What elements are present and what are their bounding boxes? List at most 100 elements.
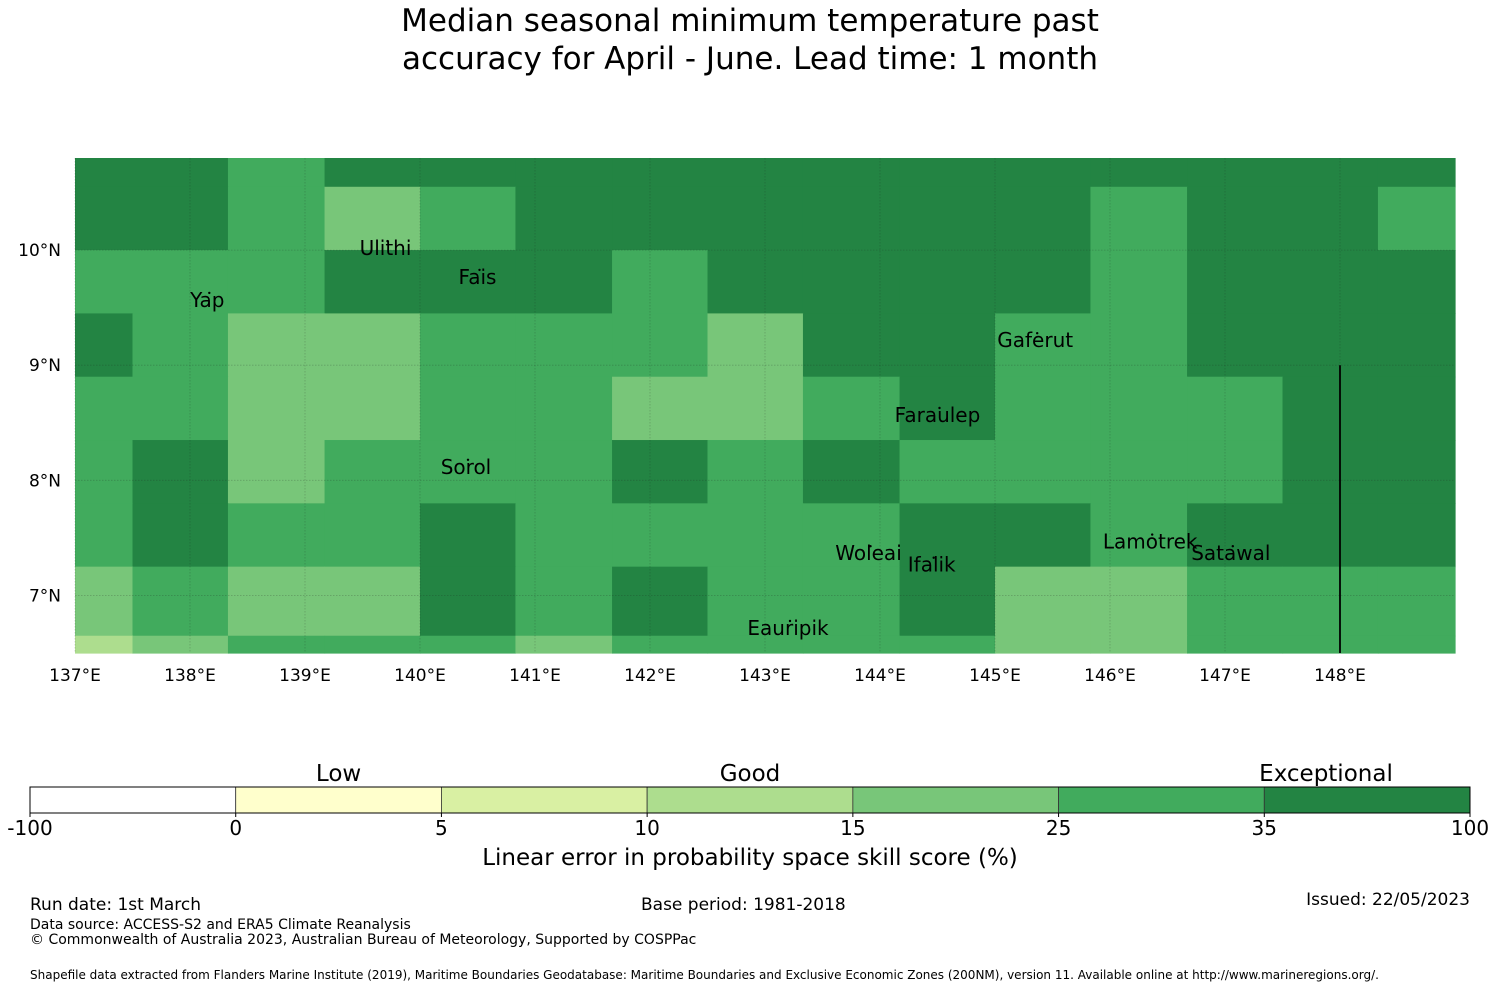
heatmap-cell	[802, 566, 901, 637]
heatmap-cell	[515, 158, 613, 188]
heatmap-cell	[995, 186, 1092, 251]
heatmap-cell	[802, 440, 901, 504]
heatmap-cell	[707, 186, 804, 251]
heatmap-cell	[707, 635, 804, 654]
heatmap-cell	[1090, 503, 1188, 568]
heatmap-cell	[995, 313, 1092, 378]
heatmap-cell	[75, 503, 134, 568]
colorbar-section-label: Exceptional	[1259, 761, 1393, 787]
place-label: Woleai	[835, 541, 902, 565]
heatmap-cell	[75, 440, 134, 504]
island-marker	[788, 619, 792, 623]
heatmap-cell	[1090, 313, 1188, 378]
heatmap-cell	[515, 635, 613, 654]
heatmap-cell	[75, 376, 134, 441]
heatmap-cell	[612, 503, 709, 568]
heatmap-cell	[802, 313, 901, 378]
place-label: Faraulep	[895, 403, 981, 427]
colorbar-tick-label: 5	[435, 816, 448, 840]
colorbar-section-label: Good	[720, 761, 781, 787]
place-label: Fais	[459, 265, 497, 289]
colorbar-bin	[29, 786, 237, 814]
base-period: Base period: 1981-2018	[641, 895, 846, 915]
heatmap-cell	[612, 566, 709, 637]
heatmap-cell	[707, 503, 804, 568]
heatmap-cell	[324, 158, 421, 188]
heatmap-cell	[324, 635, 421, 654]
heatmap-cell	[515, 440, 613, 504]
longitude-label: 146°E	[1084, 666, 1136, 686]
colorbar-tick-label: 35	[1252, 816, 1277, 840]
heatmap-cell	[132, 158, 229, 188]
island-marker	[1231, 545, 1235, 548]
colorbar-bin	[1263, 786, 1471, 814]
heatmap-cell	[612, 440, 709, 504]
heatmap-cell	[132, 440, 229, 504]
island-marker	[478, 268, 481, 272]
heatmap-cell	[420, 440, 517, 504]
heatmap-cell	[227, 376, 326, 441]
heatmap-cell	[802, 158, 901, 188]
latitude-label: 10°N	[18, 241, 61, 261]
longitude-label: 139°E	[279, 666, 331, 686]
place-label: Yap	[189, 288, 224, 312]
heatmap-cell	[1377, 376, 1456, 441]
heatmap-cell	[802, 186, 901, 251]
heatmap-cell	[1282, 158, 1379, 188]
heatmap-cell	[1282, 566, 1379, 637]
heatmap-cell	[132, 566, 229, 637]
heatmap-cells	[75, 158, 1456, 654]
heatmap-cell	[612, 186, 709, 251]
heatmap-cell	[227, 250, 326, 314]
heatmap-cell	[707, 158, 804, 188]
heatmap-cell	[420, 313, 517, 378]
heatmap-cell	[995, 503, 1092, 568]
colorbar-tick-label: -100	[7, 816, 52, 840]
place-label: Eauripik	[747, 616, 829, 640]
latitude-label: 9°N	[29, 356, 61, 376]
place-label: Satawal	[1191, 541, 1270, 565]
heatmap-cell	[227, 313, 326, 378]
heatmap-cell	[899, 635, 996, 654]
heatmap-cell	[1187, 313, 1284, 378]
heatmap-cell	[132, 186, 229, 251]
copyright-notice: © Commonwealth of Australia 2023, Austra…	[30, 932, 697, 948]
heatmap-cell	[227, 566, 326, 637]
heatmap-cell	[227, 186, 326, 251]
heatmap-cell	[1090, 250, 1188, 314]
heatmap-cell	[1187, 503, 1284, 568]
colorbar-bin	[1058, 786, 1265, 814]
heatmap-cell	[1090, 566, 1188, 637]
heatmap-cell	[1090, 186, 1188, 251]
heatmap-cell	[1282, 313, 1379, 378]
heatmap-cell	[420, 376, 517, 441]
heatmap-cell	[324, 440, 421, 504]
colorbar-tick-label: 0	[229, 816, 242, 840]
colorbar-bin	[646, 786, 854, 814]
island-markers	[208, 239, 1235, 623]
shapefile-credit: Shapefile data extracted from Flanders M…	[30, 968, 1379, 982]
heatmap-cell	[515, 503, 613, 568]
heatmap-cell	[420, 158, 517, 188]
heatmap-cell	[132, 635, 229, 654]
longitude-labels: 137°E 138°E 139°E 140°E 141°E 142°E 143°E 144°E…	[49, 666, 1366, 686]
island-marker	[208, 291, 211, 295]
heatmap-cell	[132, 376, 229, 441]
heatmap-cell	[899, 503, 996, 568]
heatmap-cell	[324, 313, 421, 378]
heatmap-cell	[612, 250, 709, 314]
colorbar-bin	[852, 786, 1059, 814]
heatmap-cell	[227, 440, 326, 504]
heatmap-cell	[75, 158, 134, 188]
heatmap-cell	[995, 158, 1092, 188]
map-title-line-1: Median seasonal minimum temperature past	[401, 3, 1099, 39]
heatmap-cell	[75, 250, 134, 314]
heatmap-cell	[707, 440, 804, 504]
colorbar-tick-label: 25	[1046, 816, 1071, 840]
heatmap-cell	[802, 250, 901, 314]
colorbar-section-label: Low	[316, 761, 361, 787]
colorbar-bin	[441, 786, 648, 814]
heatmap-cell	[1187, 158, 1284, 188]
heatmap-cell	[515, 376, 613, 441]
